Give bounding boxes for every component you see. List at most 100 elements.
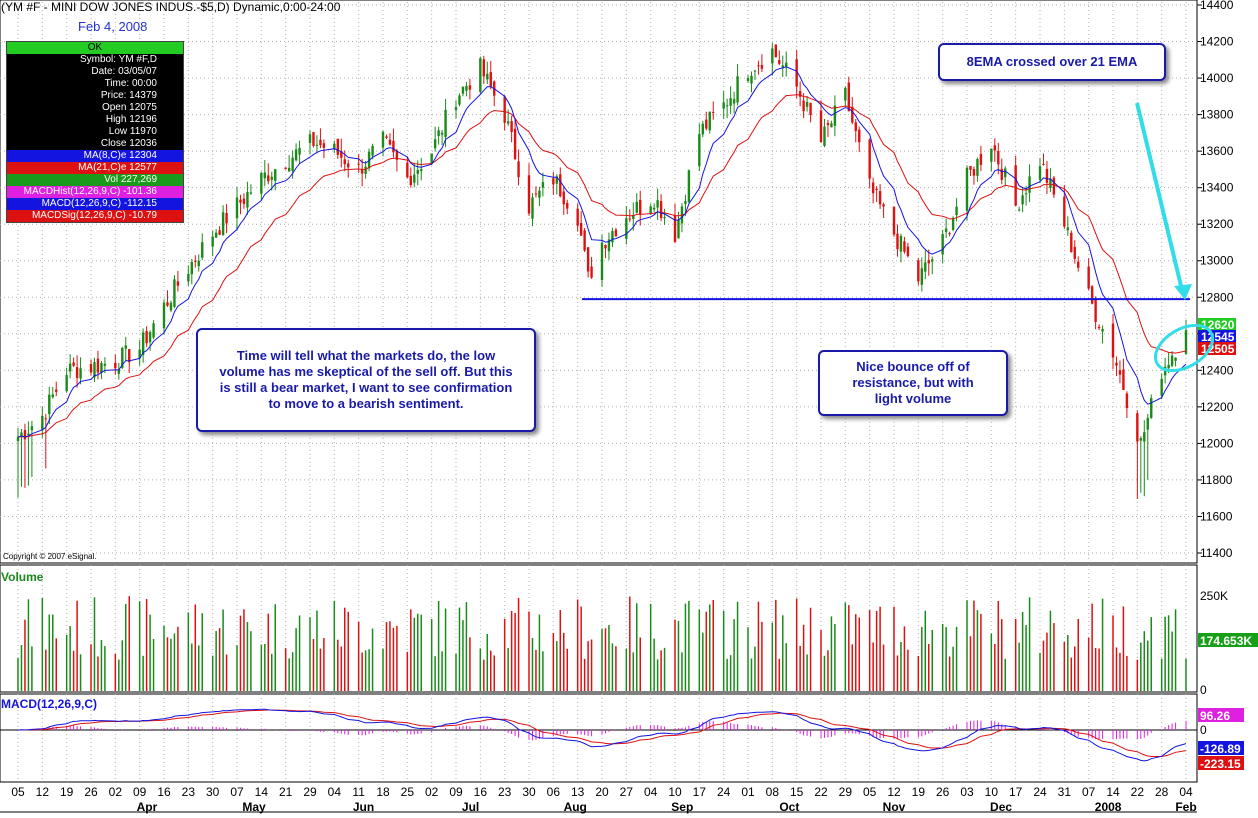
candle-body [955, 206, 958, 216]
candle-body [771, 48, 774, 64]
candle-body [430, 153, 433, 164]
x-tick-label: 30 [522, 785, 536, 799]
volume-pane-label: Volume [1, 570, 44, 584]
last-price-label: 12545 [1201, 330, 1235, 344]
month-label: Aug [564, 800, 587, 814]
candle-body [1160, 378, 1163, 396]
y-tick-label: 12000 [1200, 436, 1234, 450]
candle-body [882, 204, 885, 207]
candle-body [1111, 323, 1115, 358]
last-price-tag [1198, 330, 1236, 343]
candle-body [858, 129, 861, 143]
candle-body [1000, 168, 1003, 180]
candle-body [1066, 227, 1070, 231]
x-tick-label: 19 [912, 785, 926, 799]
candle-body [1004, 168, 1007, 178]
candle-body [941, 234, 944, 255]
x-tick-label: 04 [328, 785, 342, 799]
candle-body [1045, 168, 1049, 183]
info-row: Low 11970 [108, 126, 157, 137]
x-tick-label: 11 [352, 785, 365, 799]
candle-body [559, 174, 562, 197]
x-tick-label: 07 [230, 785, 244, 799]
candle-body [1052, 177, 1056, 195]
x-tick-label: 09 [133, 785, 147, 799]
month-label: Nov [883, 800, 906, 814]
candle-body [823, 126, 826, 146]
candle-body [611, 230, 614, 243]
candle-body [552, 178, 555, 185]
month-label: Jul [462, 800, 479, 814]
candle-body [1136, 413, 1139, 442]
candle-body [392, 140, 395, 153]
macd-last-tag [1198, 756, 1244, 770]
candle-body [114, 362, 117, 369]
candle-body [555, 176, 559, 184]
ema-crossover-note: 8EMA crossed over 21 EMA [938, 43, 1166, 81]
candle-body [663, 217, 666, 219]
candle-body [406, 162, 409, 178]
candle-body [124, 345, 127, 349]
candle-body [600, 242, 604, 280]
x-tick-label: 19 [60, 785, 74, 799]
candle-body [878, 191, 882, 205]
candle-body [458, 95, 461, 105]
volume-last-tag [1198, 633, 1258, 647]
candle-body [632, 214, 635, 219]
x-tick-label: 29 [303, 785, 317, 799]
candle-body [729, 98, 732, 106]
y-tick-label: 11400 [1200, 546, 1233, 560]
candle-body [315, 144, 319, 146]
x-tick-label: 18 [376, 785, 390, 799]
status-ok: OK [7, 42, 183, 54]
highlight-ellipse [1154, 323, 1214, 373]
candle-body [746, 78, 750, 81]
candle-body [333, 143, 336, 150]
x-tick-label: 02 [109, 785, 123, 799]
info-row: Close 12036 [100, 138, 157, 149]
candle-body [614, 229, 618, 237]
info-row: MA(8,C)e 12304 [7, 150, 183, 162]
candle-body [298, 147, 301, 155]
candle-body [673, 215, 677, 242]
candle-body [89, 364, 93, 373]
candle-body [1049, 178, 1052, 189]
candle-body [486, 73, 489, 80]
candle-body [712, 111, 715, 113]
candle-body [1014, 165, 1017, 206]
candle-body [944, 228, 948, 232]
candle-body [517, 161, 520, 178]
month-label: May [242, 800, 266, 814]
candle-body [1017, 209, 1021, 211]
y-tick-label: 11800 [1200, 473, 1233, 487]
candle-body [927, 260, 930, 264]
candle-body [757, 65, 760, 67]
candle-body [322, 143, 326, 148]
candle-body [287, 167, 291, 172]
x-tick-label: 12 [887, 785, 901, 799]
candle-body [656, 200, 659, 208]
candle-body [993, 145, 997, 151]
candle-body [201, 242, 204, 258]
x-tick-label: 03 [960, 785, 974, 799]
x-tick-label: 14 [1106, 785, 1120, 799]
candle-body [1094, 298, 1097, 323]
candle-body [41, 415, 44, 431]
candle-body [16, 437, 20, 442]
candle-body [590, 266, 593, 278]
candle-body [785, 62, 788, 68]
y-tick-label: 13600 [1200, 144, 1234, 158]
candle-body [385, 136, 388, 138]
candle-body [1115, 362, 1118, 366]
candle-body [214, 232, 218, 238]
candle-body [896, 233, 899, 250]
candle-body [635, 201, 638, 213]
candle-body [969, 165, 972, 170]
x-tick-label: 15 [790, 785, 804, 799]
candle-body [1167, 364, 1170, 369]
candle-body [1097, 326, 1101, 329]
ema8-line [17, 66, 1187, 438]
x-tick-label: 17 [1009, 785, 1023, 799]
candle-body [1122, 369, 1125, 391]
candle-body [65, 375, 68, 392]
